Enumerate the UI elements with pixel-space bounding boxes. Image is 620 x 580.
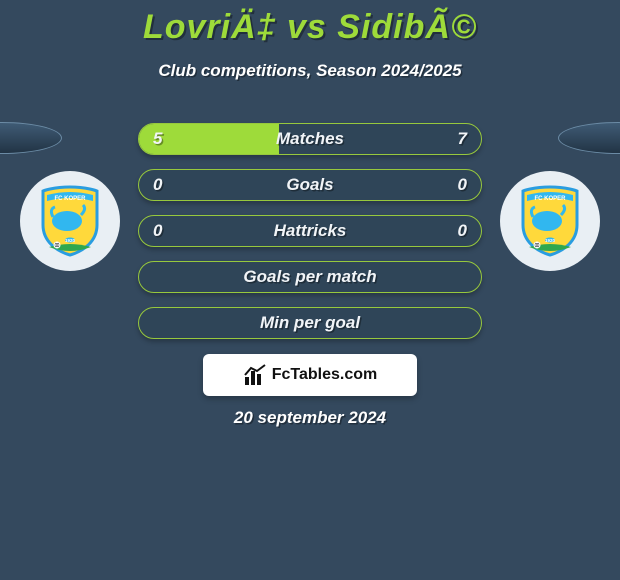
team-logo-left: FC KOPER 1920: [20, 171, 120, 271]
stat-label: Matches: [139, 129, 481, 149]
stat-label: Hattricks: [139, 221, 481, 241]
stat-row-matches: 5 Matches 7: [138, 123, 482, 155]
svg-text:FC KOPER: FC KOPER: [534, 196, 566, 202]
player-ellipse-right: [558, 122, 620, 154]
shield-icon: FC KOPER 1920: [39, 185, 101, 257]
shield-icon: FC KOPER 1920: [519, 185, 581, 257]
stat-label: Goals: [139, 175, 481, 195]
brand-box: FcTables.com: [203, 354, 417, 396]
svg-text:1920: 1920: [545, 238, 556, 243]
chart-bars-icon: [243, 363, 267, 387]
stat-label: Min per goal: [139, 313, 481, 333]
stat-label: Goals per match: [139, 267, 481, 287]
stat-value-right: 0: [458, 175, 467, 195]
page-title: LovriÄ‡ vs SidibÃ©: [0, 0, 620, 47]
stat-row-hattricks: 0 Hattricks 0: [138, 215, 482, 247]
stat-value-right: 7: [458, 129, 467, 149]
svg-text:FC KOPER: FC KOPER: [54, 196, 86, 202]
footer-date: 20 september 2024: [0, 408, 620, 428]
subtitle: Club competitions, Season 2024/2025: [0, 61, 620, 81]
stat-value-right: 0: [458, 221, 467, 241]
stat-row-goals: 0 Goals 0: [138, 169, 482, 201]
stats-container: 5 Matches 7 0 Goals 0 0 Hattricks 0 Goal…: [138, 123, 482, 353]
player-ellipse-left: [0, 122, 62, 154]
stat-row-min-per-goal: Min per goal: [138, 307, 482, 339]
team-logo-right: FC KOPER 1920: [500, 171, 600, 271]
stat-row-goals-per-match: Goals per match: [138, 261, 482, 293]
brand-text: FcTables.com: [272, 366, 378, 384]
svg-text:1920: 1920: [65, 238, 76, 243]
